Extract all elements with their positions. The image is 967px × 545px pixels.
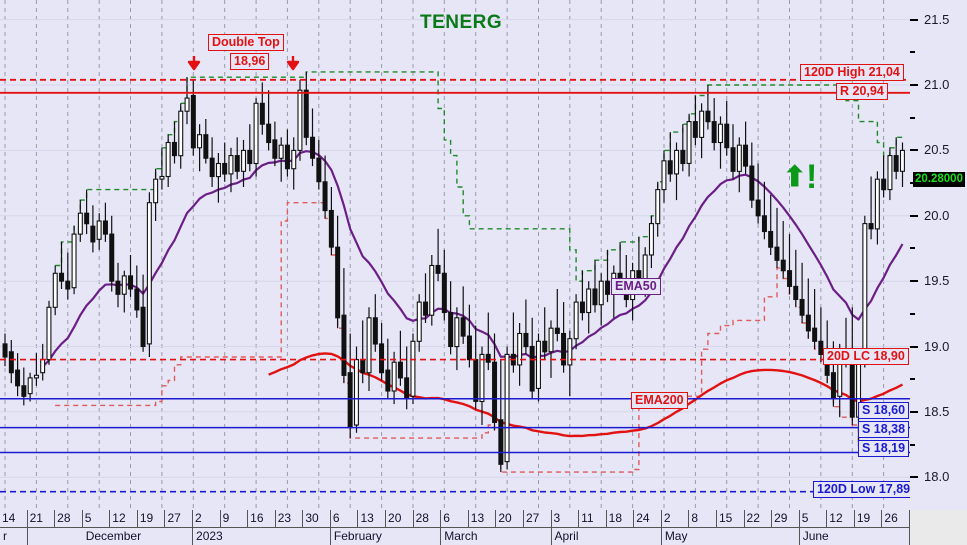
x-tick-label: 19 [138,510,166,527]
x-tick-label: 29 [772,510,800,527]
last-price-badge: 20.28000 [913,172,965,188]
x-tick-label: 14 [0,510,28,527]
x-axis: 14 21 28 5 12 19 27 2 9 16 23 30 6 13 20 28 6 13 20 27 3 11 18… [0,510,910,545]
x-tick-label: 13 [469,510,497,527]
x-month-label: May [662,527,800,545]
y-tick-mark-minor [910,116,915,119]
x-tick-label: 13 [358,510,387,527]
y-tick-mark [910,280,918,283]
x-month-label: 2023 [193,527,331,545]
level-120d-low: 120D Low 17,89 [813,481,915,498]
x-tick-label: 18 [607,510,635,527]
x-tick-label: 12 [110,510,138,527]
x-tick-label: 2 [662,510,690,527]
level-support-3: S 18,19 [858,440,910,457]
y-tick-mark [910,345,918,348]
ema200-label: EMA200 [631,392,688,409]
x-month-label: April [552,527,662,545]
x-month-label: June [800,527,910,545]
y-tick-mark-minor [910,247,915,250]
level-support-1: S 18,60 [858,402,910,419]
y-tick-mark [910,149,918,152]
x-tick-label: 27 [165,510,194,527]
x-tick-label: 21 [28,510,56,527]
x-tick-label: 26 [882,510,910,527]
x-tick-label: 15 [717,510,745,527]
ema50-label: EMA50 [611,278,661,295]
level-120d-high: 120D High 21,04 [800,64,904,81]
level-20d-lc: 20D LC 18,90 [823,348,909,365]
x-tick-label: 30 [303,510,331,527]
y-tick-label: 19.0 [924,338,950,354]
x-tick-label: 6 [331,510,359,527]
x-tick-label: 5 [800,510,828,527]
y-tick-label: 19.5 [924,273,950,289]
x-tick-label: 3 [552,510,580,527]
y-tick-mark [910,84,918,86]
level-support-2: S 18,38 [858,421,910,438]
exclamation-icon: ! [806,158,818,196]
y-tick-label: 21.0 [924,77,950,92]
y-tick-label: 18.0 [924,469,950,485]
x-tick-label: 23 [276,510,304,527]
x-tick-label: 8 [689,510,717,527]
x-month-label: December [83,527,194,545]
y-tick-label: 18.5 [924,403,950,419]
y-axis: 20.28000 21.5 21.0 20.5 20.0 19.5 19.0 18.5 18.… [910,0,967,510]
y-tick-mark-minor [910,443,915,446]
y-tick-mark [910,410,918,413]
double-top-label: Double Top [208,34,284,51]
x-tick-label: 9 [221,510,249,527]
x-axis-divider [0,527,910,528]
y-tick-mark-minor [910,51,915,54]
y-tick-mark-minor [910,312,915,315]
y-tick-mark-minor [910,182,915,185]
x-tick-label: 20 [496,510,524,527]
x-tick-label: 22 [745,510,773,527]
price-chart-svg [0,0,910,510]
double-top-value: 18,96 [230,53,270,70]
y-tick-mark [910,476,918,479]
y-tick-label: 20.5 [924,142,950,158]
x-tick-label: 28 [55,510,83,527]
x-month-label: February [331,527,442,545]
up-arrow-icon: ⬆ [783,161,807,192]
y-tick-label: 20.0 [924,207,950,223]
x-tick-label: 28 [414,510,442,527]
x-tick-label: 12 [827,510,855,527]
x-month-label: r [0,527,28,545]
level-resistance: R 20,94 [836,83,888,100]
price-chart-panel[interactable]: TENERG Double Top 18,96 EMA50 EMA200 120… [0,0,915,512]
x-tick-label: 6 [441,510,469,527]
x-tick-label: 16 [248,510,276,527]
x-tick-label: 20 [386,510,414,527]
x-tick-label: 27 [524,510,552,527]
x-month-label: March [441,527,552,545]
y-tick-mark [910,214,918,217]
y-tick-mark-minor [910,378,915,381]
x-tick-label: 5 [83,510,111,527]
x-tick-label: 19 [855,510,883,527]
y-tick-mark [910,18,918,21]
x-tick-label: 11 [579,510,607,527]
y-tick-label: 21.5 [924,11,950,27]
chart-title: TENERG [420,12,503,33]
axis-corner [910,510,967,545]
x-tick-label: 24 [634,510,662,527]
x-tick-label: 2 [193,510,221,527]
